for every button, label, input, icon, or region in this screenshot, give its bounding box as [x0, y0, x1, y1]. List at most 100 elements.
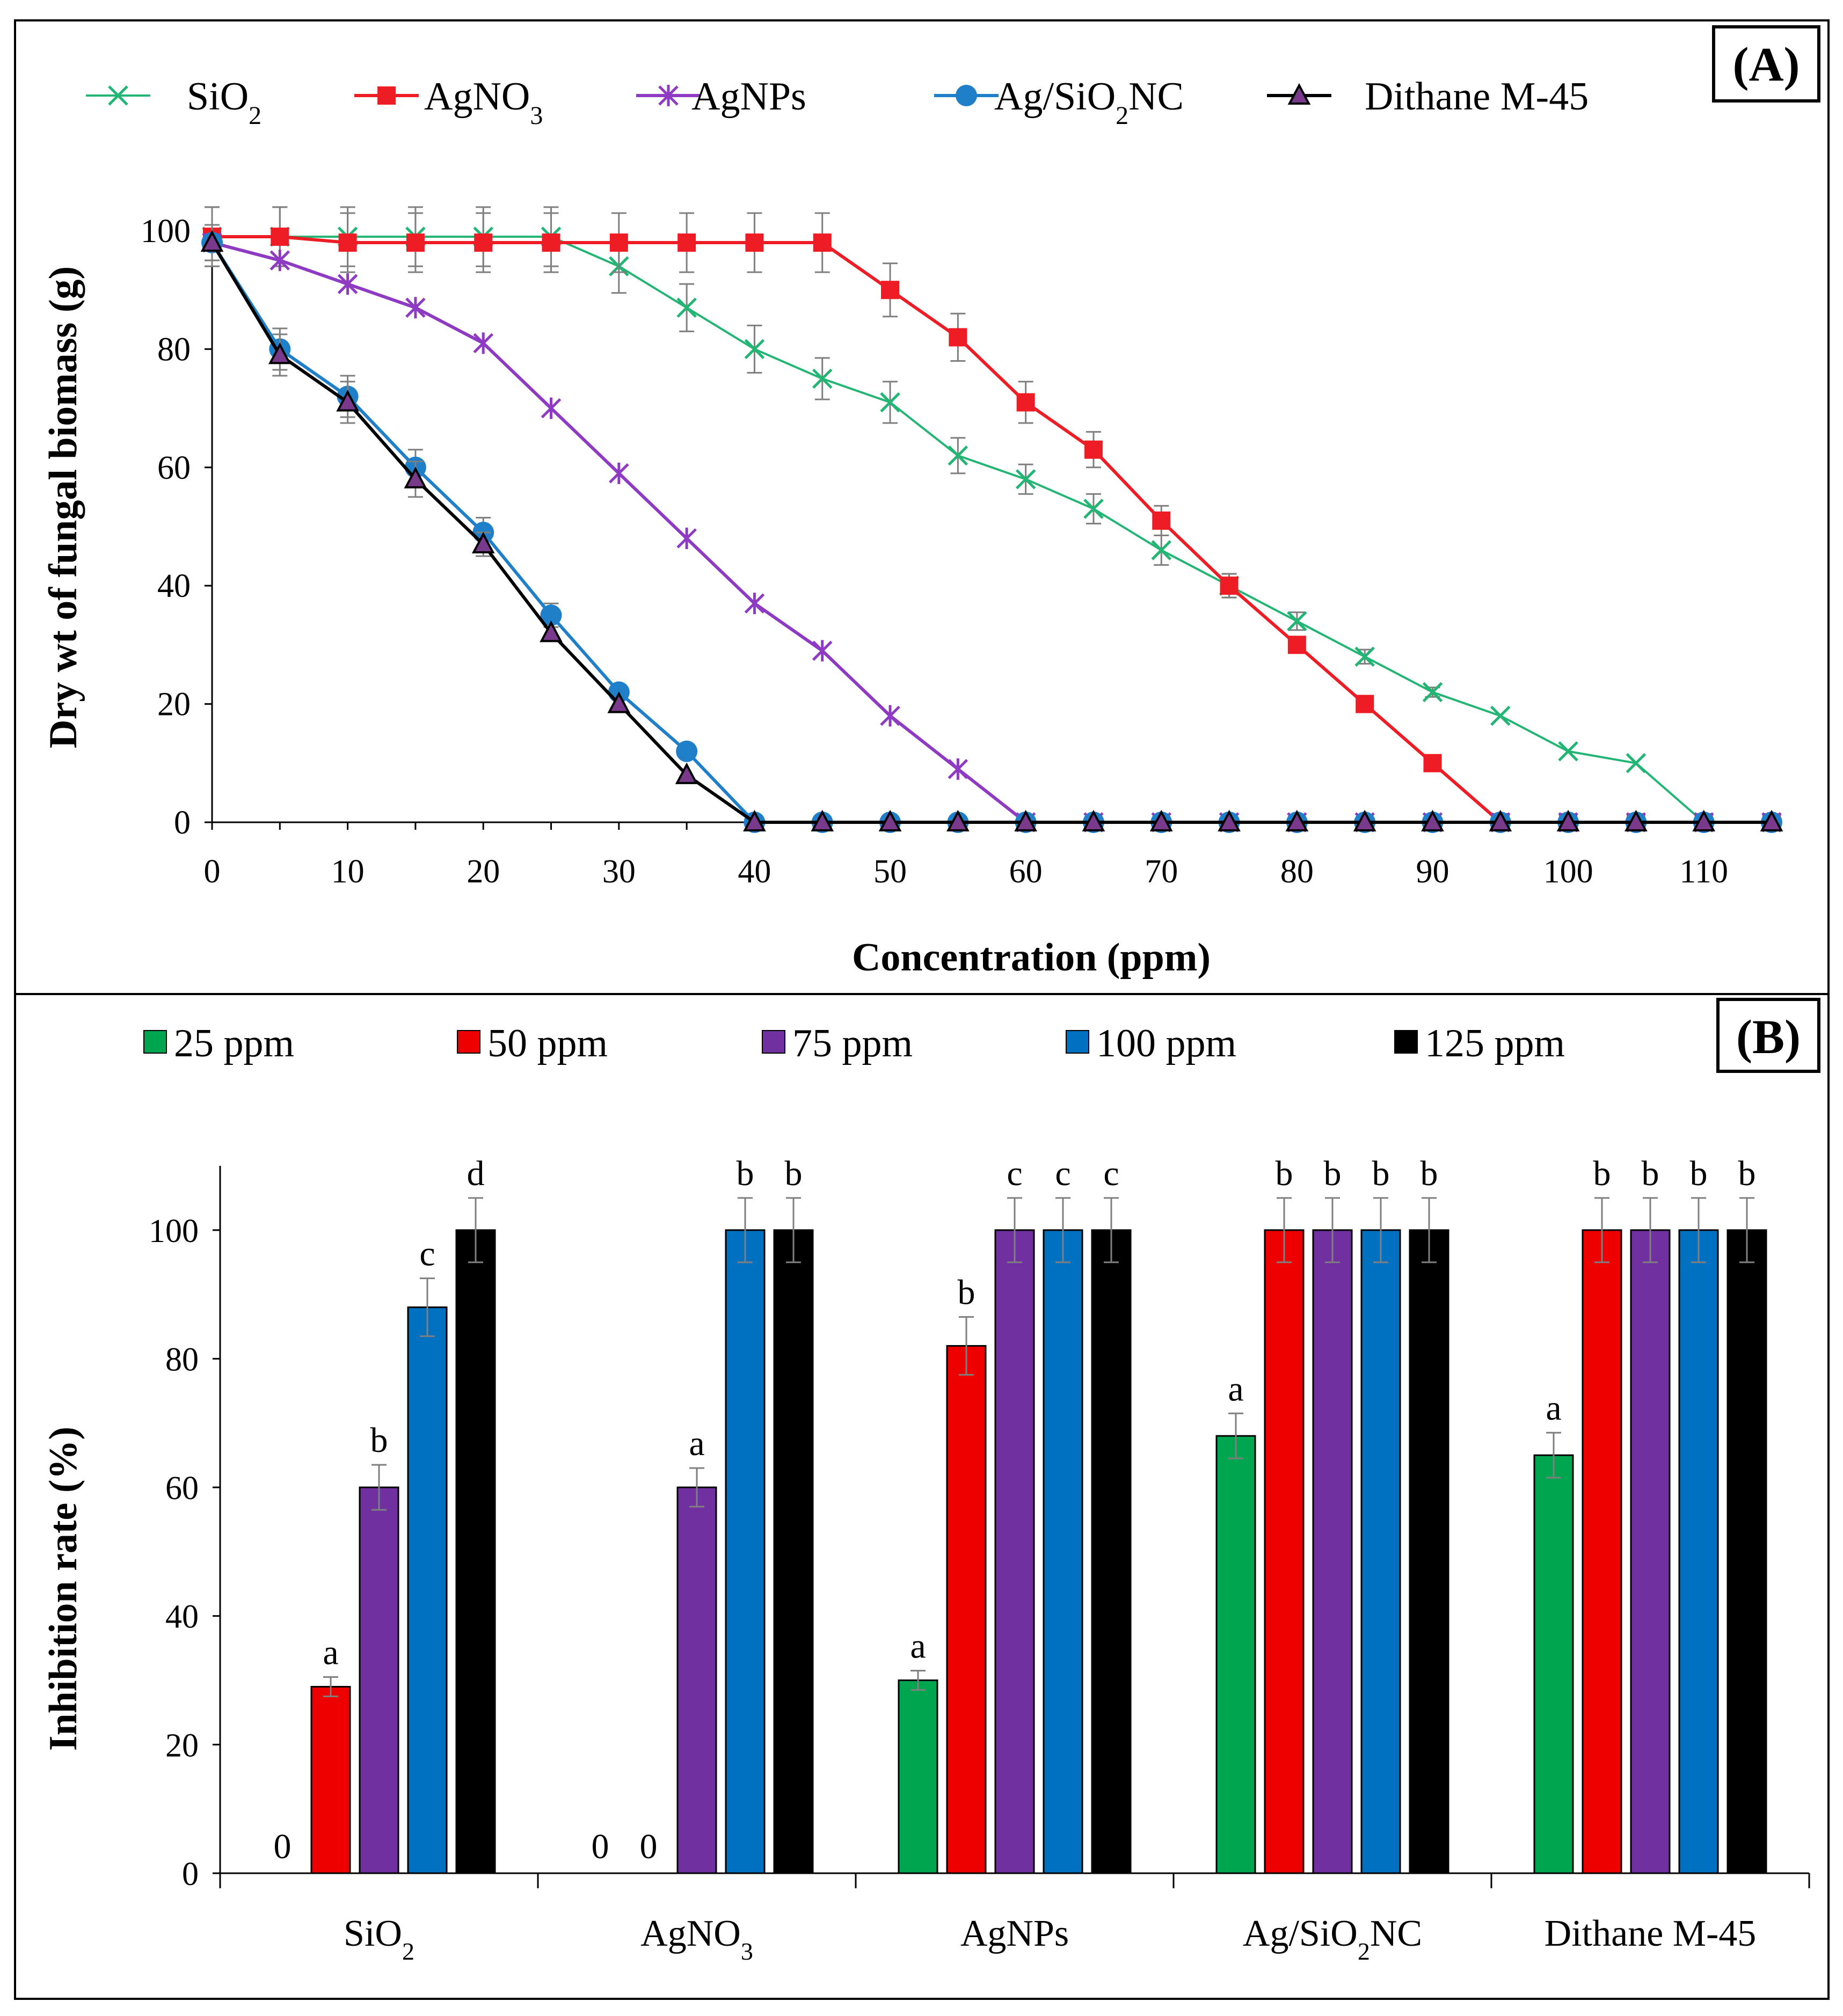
legend-label-AgNPs: AgNPs: [691, 75, 806, 119]
data-point: [406, 233, 425, 252]
legend-swatch-50 ppm: [457, 1030, 480, 1054]
bar-error: [959, 1316, 974, 1376]
legend-marker-Ag/SiO2NC: [956, 85, 977, 106]
bar-error: [786, 1197, 801, 1263]
data-point: [471, 531, 495, 554]
data-point: [811, 809, 834, 831]
data-point: [1760, 809, 1783, 831]
data-point: [1014, 809, 1037, 831]
category-label-AgNPs-part: AgNPs: [960, 1913, 1069, 1954]
data-point: [609, 233, 628, 252]
data-point: [949, 328, 967, 347]
data-point: [338, 233, 357, 252]
panel-a-x-tick-label: 60: [1009, 853, 1043, 890]
panel-a-x-tick-label: 50: [873, 853, 907, 890]
bar: [1215, 1435, 1256, 1874]
data-point: [1083, 499, 1104, 519]
data-point: [1490, 705, 1511, 726]
legend-marker-SiO2: [108, 85, 128, 106]
data-point: [1422, 682, 1443, 703]
bar: [725, 1229, 766, 1874]
bar-significance-label: c: [1007, 1154, 1022, 1193]
bar-error: [1643, 1197, 1658, 1263]
legend-swatch-125 ppm: [1394, 1030, 1418, 1054]
bar-significance-label: b: [785, 1154, 803, 1193]
category-label-SiO2-part: SiO: [344, 1913, 402, 1954]
category-label-Ag/SiO2NC-part: 2: [1358, 1938, 1370, 1965]
legend-label-AgNO3: AgNO3: [424, 75, 543, 130]
bar-significance-label: a: [1228, 1369, 1243, 1408]
data-point: [1558, 741, 1578, 762]
bar: [898, 1679, 938, 1874]
data-point: [336, 390, 359, 412]
data-point: [1016, 393, 1035, 412]
legend-label-SiO2-part: 2: [249, 101, 261, 130]
bar-significance-label: b: [1324, 1154, 1342, 1193]
data-point: [1287, 636, 1306, 654]
panel-b-y-tick-label: 20: [165, 1727, 199, 1764]
data-point: [1149, 809, 1173, 831]
panel-a-x-tick-label: 90: [1416, 853, 1449, 890]
data-point: [1152, 511, 1171, 530]
legend-label-75 ppm: 75 ppm: [792, 1021, 913, 1065]
panel-a-x-tick-label: 40: [738, 853, 771, 890]
panel-b-y-tick-label: 80: [165, 1341, 199, 1378]
bar-significance-label: c: [419, 1235, 435, 1274]
panel-a-y-tick-label: 40: [157, 568, 191, 604]
data-point: [268, 342, 292, 364]
data-point: [1082, 809, 1105, 831]
bar-significance-label: a: [323, 1633, 338, 1672]
legend-label-AgNO3-part: AgNO: [424, 75, 530, 119]
series-Dithane M-45: [200, 224, 1783, 831]
bar-significance-label: b: [1593, 1154, 1611, 1193]
bar: [773, 1229, 814, 1874]
category-label-Dithane M-45: Dithane M-45: [1545, 1913, 1757, 1954]
panel-a-y-tick-label: 60: [157, 450, 191, 486]
data-point: [609, 462, 629, 484]
data-point: [745, 233, 764, 252]
panel-b-frame: [14, 993, 1830, 2000]
series-SiO2: [202, 206, 1782, 832]
data-point: [812, 368, 833, 389]
data-point: [1354, 646, 1375, 667]
panel-a-x-tick-label: 110: [1679, 853, 1728, 890]
legend-label-AgNO3-part: 3: [530, 101, 543, 130]
panel-a-y-title: Dry wt of fungal biomass (g): [41, 266, 85, 748]
data-point: [404, 466, 427, 488]
panel-a-x-tick-label: 0: [204, 853, 221, 890]
category-label-AgNO3-part: 3: [741, 1938, 753, 1965]
category-label-AgNPs: AgNPs: [960, 1913, 1069, 1954]
legend-label-100 ppm: 100 ppm: [1096, 1021, 1236, 1065]
legend-label-AgNPs-part: AgNPs: [691, 75, 806, 119]
category-label-AgNO3-part: AgNO: [640, 1913, 741, 1954]
panel-a-legend: SiO2 AgNO3 AgNPs Ag/SiO2NC Dithane M-45: [86, 75, 1589, 130]
data-point: [405, 297, 426, 319]
bar-error: [468, 1197, 483, 1263]
panel-a-x-tick-label: 30: [602, 853, 636, 890]
panel-a-x-tick-label: 70: [1145, 853, 1178, 890]
bar-significance-label: b: [1642, 1154, 1659, 1193]
legend-label-25 ppm: 25 ppm: [174, 1021, 294, 1065]
bar-error: [1594, 1197, 1609, 1263]
bar-significance-label: b: [370, 1421, 388, 1460]
data-point: [948, 445, 968, 466]
bar-error: [738, 1197, 753, 1263]
legend-label-Ag/SiO2NC-part: Ag/SiO: [994, 75, 1116, 119]
panel-a-y-tick-label: 100: [141, 213, 191, 250]
bar-zero-label: 0: [640, 1827, 658, 1866]
bar-error: [1007, 1197, 1022, 1263]
bar-error: [1691, 1197, 1706, 1263]
category-label-SiO2: SiO2: [344, 1913, 414, 1965]
bar-error: [1104, 1197, 1119, 1263]
data-point: [1084, 440, 1103, 459]
panel-b-y-title: Inhibition rate (%): [41, 1427, 85, 1751]
data-point: [542, 233, 560, 252]
bar-significance-label: b: [1738, 1154, 1756, 1193]
bar: [1360, 1229, 1401, 1874]
bar-error: [323, 1676, 338, 1697]
data-point: [676, 528, 697, 550]
bar-series-25 ppm: 0 0aa a: [274, 1369, 1574, 1874]
legend-label-Ag/SiO2NC: Ag/SiO2NC: [994, 75, 1184, 130]
data-point: [1287, 611, 1307, 632]
data-point: [1356, 695, 1374, 713]
